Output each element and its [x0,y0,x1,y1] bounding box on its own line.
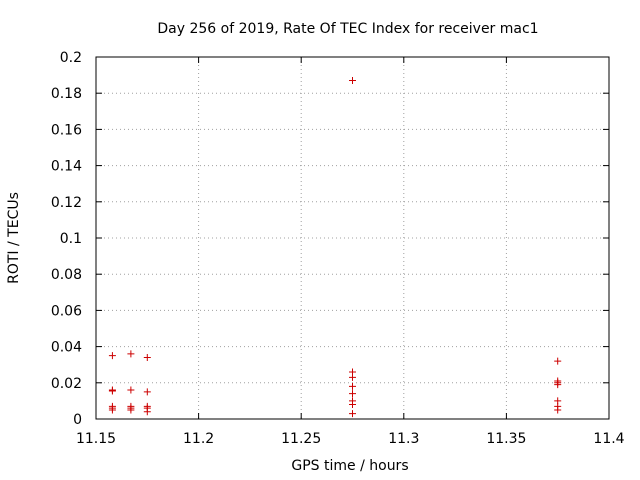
y-tick-label: 0.12 [51,195,82,211]
grid [96,57,609,419]
data-point [349,373,356,381]
data-point [127,386,135,394]
data-point [554,381,562,389]
data-points [108,77,562,418]
y-tick-label: 0.2 [60,50,82,66]
data-point [127,406,135,414]
x-axis-label: GPS time / hours [291,458,408,474]
data-point [143,408,151,416]
x-tick-label: 11.3 [388,431,419,447]
data-point [143,388,151,396]
y-tick-label: 0.1 [60,231,82,247]
y-tick-label: 0.04 [51,340,82,356]
data-point [349,77,356,85]
data-point [127,350,135,358]
x-tick-label: 11.2 [183,431,214,447]
data-point [108,406,116,414]
data-point [108,352,116,360]
x-tick-label: 11.25 [281,431,321,447]
chart-title: Day 256 of 2019, Rate Of TEC Index for r… [157,21,538,37]
data-point [108,387,116,395]
y-tick-label: 0.06 [51,303,82,319]
data-point [349,390,356,398]
y-axis-label: ROTI / TECUs [6,192,22,284]
x-tick-label: 11.4 [593,431,624,447]
y-tick-labels: 0 0.02 0.04 0.06 0.08 0.1 0.12 0.14 0.16 0.18 0.2 [51,50,82,428]
data-point [554,406,562,414]
x-tick-label: 11.15 [76,431,116,447]
data-point [554,357,562,365]
x-tick-label: 11.35 [486,431,526,447]
x-tick-labels: 11.15 11.2 11.25 11.3 11.35 11.4 [76,431,625,447]
data-point [349,401,356,409]
y-tick-label: 0 [73,412,82,428]
y-tick-label: 0.18 [51,86,82,102]
y-tick-label: 0.14 [51,159,82,175]
data-point [143,353,151,361]
data-point [349,382,356,390]
y-tick-label: 0.08 [51,267,82,283]
y-tick-label: 0.02 [51,376,82,392]
plot-frame [95,56,610,420]
data-point [349,410,356,418]
y-tick-label: 0.16 [51,122,82,138]
